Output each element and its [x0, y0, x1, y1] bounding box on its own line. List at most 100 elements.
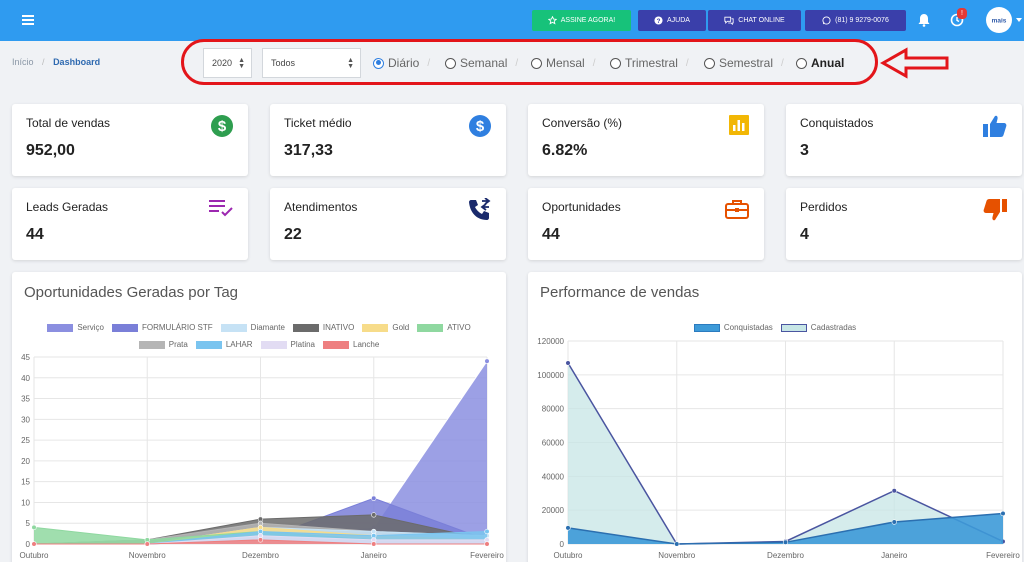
legend-swatch: [693, 323, 720, 332]
y-tick-label: 10: [21, 498, 30, 507]
select-arrows-icon: ▲ ▼: [347, 57, 354, 70]
radio-annual-label: Anual: [811, 56, 845, 70]
legend-label: LAHAR: [225, 340, 253, 349]
top-navbar: ASSINE AGORA! ? AJUDA CHAT ONLINE (81) 9…: [0, 0, 1024, 41]
breadcrumb: Início / Dashboard: [12, 57, 100, 67]
tag-select[interactable]: Todos ▲ ▼: [262, 48, 361, 78]
card-value: 6.82%: [542, 142, 588, 159]
chat-button[interactable]: CHAT ONLINE: [708, 10, 801, 31]
subscribe-label: ASSINE AGORA!: [560, 17, 616, 24]
data-point: [1000, 510, 1006, 517]
tag-select-value: Todos: [271, 58, 296, 68]
dollar-icon: $: [211, 115, 233, 137]
period-separator: /: [592, 57, 596, 69]
legend-item[interactable]: INATIVO: [292, 323, 354, 332]
legend-label: ATIVO: [447, 323, 471, 332]
y-tick-label: 0: [560, 540, 565, 549]
radio-quarterly-label: Trimestral: [625, 56, 678, 70]
whatsapp-button[interactable]: (81) 9 9279-0076: [805, 10, 906, 31]
legend-item[interactable]: Cadastradas: [780, 323, 856, 332]
legend-item[interactable]: ATIVO: [417, 323, 471, 332]
x-tick-label: Outubro: [554, 551, 583, 560]
legend-item[interactable]: LAHAR: [195, 340, 253, 349]
year-select[interactable]: 2020 ▲ ▼: [203, 48, 252, 78]
card-label: Perdidos: [800, 200, 848, 214]
breadcrumb-separator: /: [42, 57, 45, 67]
radio-daily[interactable]: Diário /: [373, 56, 430, 70]
avatar[interactable]: mais: [986, 7, 1012, 33]
data-point: [144, 541, 150, 547]
period-separator: /: [427, 57, 431, 69]
y-tick-label: 100000: [537, 371, 564, 380]
data-point: [257, 537, 264, 543]
card-value: 44: [542, 226, 560, 243]
card-label: Atendimentos: [284, 200, 358, 214]
radio-icon: [610, 57, 621, 69]
legend-label: Diamante: [250, 323, 285, 332]
svg-text:?: ?: [657, 18, 661, 25]
card-label: Total de vendas: [26, 116, 111, 130]
legend-item[interactable]: FORMULÁRIO STF: [112, 323, 213, 332]
data-point: [371, 512, 377, 518]
legend-item[interactable]: Serviço: [47, 323, 104, 332]
radio-weekly-label: Semanal: [460, 56, 508, 70]
data-point: [31, 541, 37, 547]
select-arrows-icon: ▲ ▼: [238, 57, 245, 70]
radio-semiannual[interactable]: Semestral /: [704, 56, 784, 70]
legend-item[interactable]: Diamante: [220, 323, 285, 332]
logo-icon: mais: [992, 18, 1007, 25]
breadcrumb-home[interactable]: Início: [12, 57, 34, 67]
x-tick-label: Novembro: [129, 551, 166, 560]
radio-annual[interactable]: Anual: [796, 56, 844, 70]
question-icon: ?: [654, 16, 663, 25]
y-tick-label: 20: [21, 457, 30, 466]
y-tick-label: 15: [21, 478, 30, 487]
data-point: [565, 360, 571, 366]
bell-icon[interactable]: [918, 13, 930, 27]
radio-icon: [704, 57, 715, 69]
legend-label: FORMULÁRIO STF: [142, 323, 213, 332]
data-point: [782, 539, 789, 545]
y-tick-label: 0: [26, 540, 31, 549]
legend-item[interactable]: Platina: [260, 340, 315, 349]
chart-legend: Conquistadas Cadastradas: [538, 323, 1012, 332]
card-opportunities: Oportunidades 44: [528, 188, 764, 260]
data-point: [484, 541, 490, 547]
legend-label: Serviço: [77, 323, 104, 332]
y-tick-label: 30: [21, 415, 30, 424]
y-tick-label: 40000: [542, 472, 565, 481]
menu-icon[interactable]: [22, 15, 34, 25]
legend-swatch: [138, 340, 165, 349]
x-tick-label: Janeiro: [881, 551, 908, 560]
bar-chart-icon: [729, 115, 749, 135]
legend-item[interactable]: Conquistadas: [693, 323, 773, 332]
legend-swatch: [292, 323, 319, 332]
user-menu-caret-icon[interactable]: [1016, 18, 1022, 22]
y-tick-label: 45: [21, 353, 30, 362]
chart-title: Performance de vendas: [540, 284, 700, 301]
y-tick-label: 5: [26, 519, 31, 528]
legend-swatch: [260, 340, 287, 349]
help-button[interactable]: ? AJUDA: [638, 10, 706, 31]
series-area-0: [568, 513, 1003, 544]
legend-swatch: [47, 323, 74, 332]
red-arrow-annotation: [880, 47, 949, 79]
y-tick-label: 25: [21, 436, 30, 445]
radio-quarterly[interactable]: Trimestral /: [610, 56, 689, 70]
checklist-icon: [209, 200, 233, 217]
period-separator: /: [685, 57, 689, 69]
subscribe-button[interactable]: ASSINE AGORA!: [532, 10, 631, 31]
legend-item[interactable]: Gold: [362, 323, 409, 332]
radio-weekly[interactable]: Semanal /: [445, 56, 518, 70]
radio-daily-label: Diário: [388, 56, 420, 70]
phone-transfer-icon: [469, 198, 491, 220]
legend-item[interactable]: Prata: [138, 340, 188, 349]
radio-icon: [373, 57, 384, 69]
briefcase-icon: [725, 200, 749, 219]
legend-item[interactable]: Lanche: [323, 340, 379, 349]
radio-monthly[interactable]: Mensal /: [531, 56, 595, 70]
chat-label: CHAT ONLINE: [738, 17, 785, 24]
svg-text:mais: mais: [992, 18, 1007, 25]
legend-swatch: [780, 323, 807, 332]
